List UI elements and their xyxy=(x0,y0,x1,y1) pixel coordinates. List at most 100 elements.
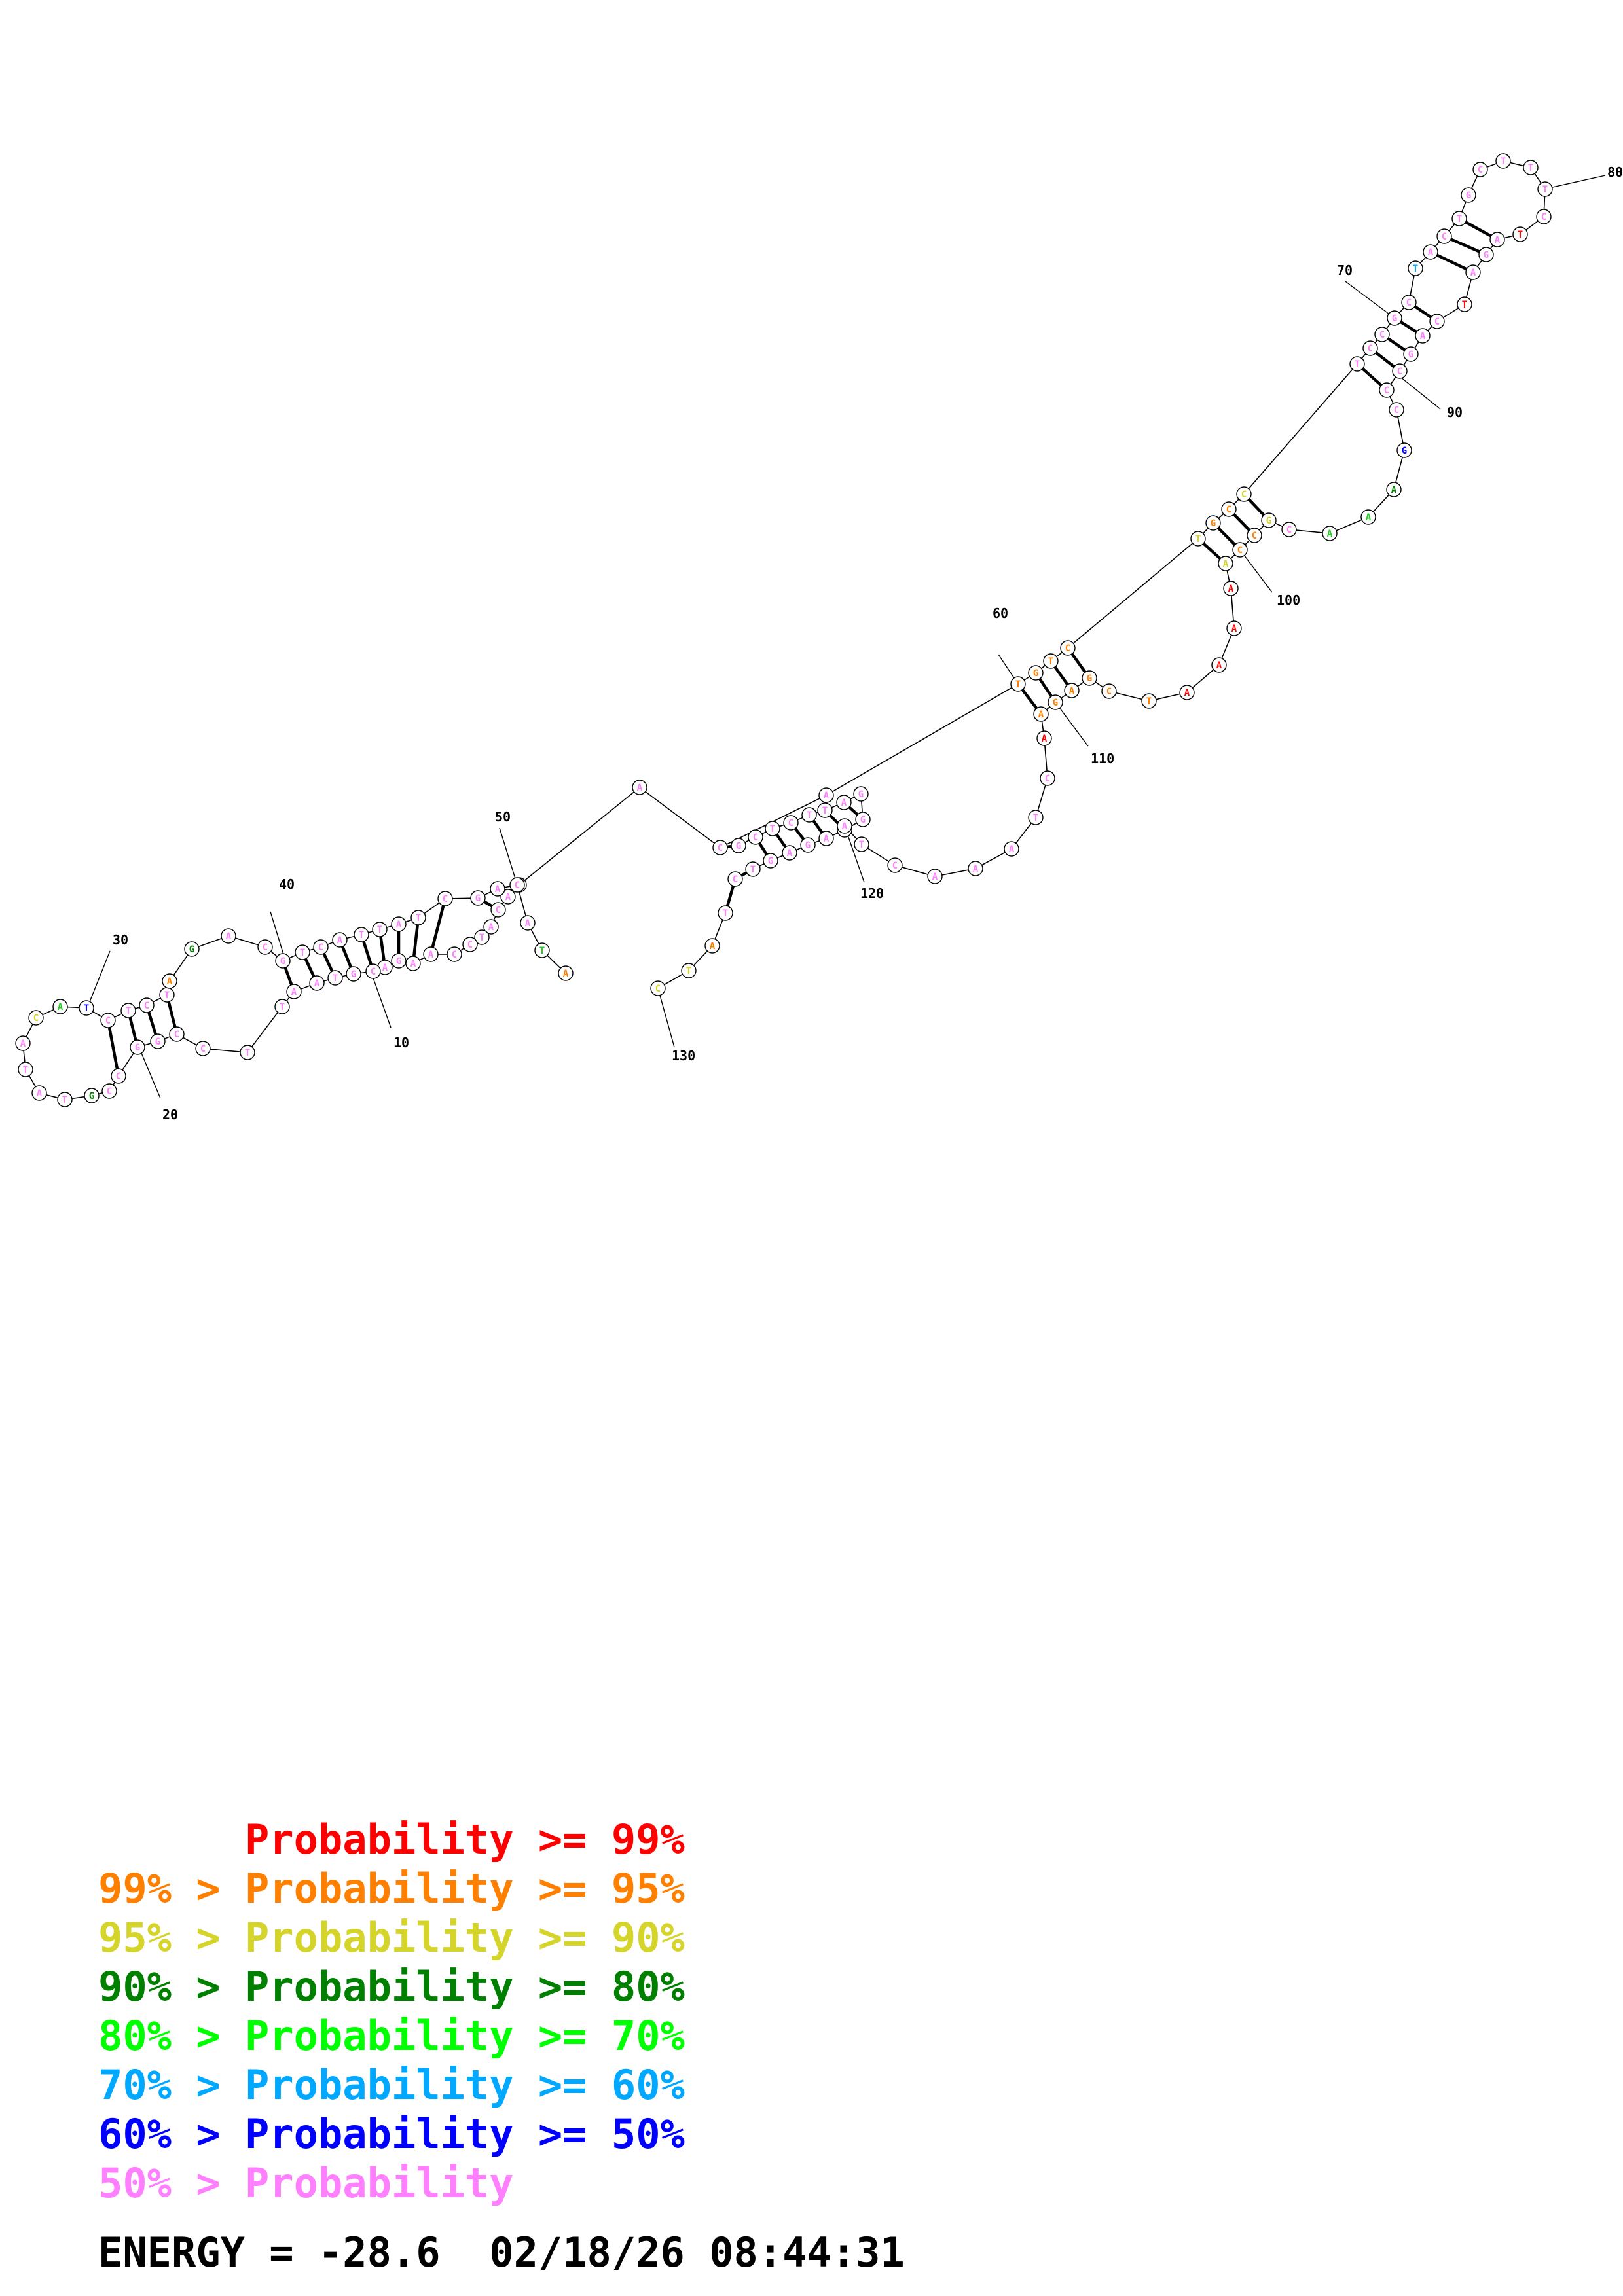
nucleotide-letter: C xyxy=(443,894,448,905)
nucleotide-circle xyxy=(801,807,817,823)
nucleotide-letter: C xyxy=(263,942,268,953)
nucleotide-letter: C xyxy=(655,984,661,994)
nucleotide-letter: A xyxy=(1231,624,1237,634)
nucleotide-letter: C xyxy=(1442,232,1447,242)
nucleotide-letter: C xyxy=(1541,212,1546,223)
nucleotide-letter: A xyxy=(505,892,511,903)
nucleotide-circle xyxy=(818,787,834,803)
backbone-strand xyxy=(517,884,566,974)
nucleotide-circle xyxy=(1536,209,1552,224)
nucleotide-circle xyxy=(818,831,834,846)
nucleotide-circle xyxy=(28,1010,44,1026)
nucleotide-letter: A xyxy=(932,872,938,882)
nucleotide-circle xyxy=(1223,581,1239,596)
nucleotide-letter: G xyxy=(860,815,866,825)
nucleotide-letter: C xyxy=(515,880,520,891)
nucleotide-circle xyxy=(1060,640,1076,656)
nucleotide-circle xyxy=(57,1092,73,1107)
nucleotide-letter: A xyxy=(1216,660,1222,671)
nucleotide-letter: C xyxy=(1478,165,1483,175)
base-pair-bond xyxy=(1430,250,1474,274)
position-tick xyxy=(657,988,675,1048)
position-tick xyxy=(87,950,111,1007)
nucleotide-letter: A xyxy=(1420,331,1426,342)
legend-row: 60% > Probability >= 50% xyxy=(98,2114,685,2155)
nucleotide-letter: T xyxy=(1355,359,1360,370)
nucleotide-circle xyxy=(1396,442,1412,458)
nucleotide-letter: C xyxy=(1286,525,1292,535)
nucleotide-letter: T xyxy=(377,925,382,935)
nucleotide-circle xyxy=(1247,528,1262,543)
nucleotide-letter: A xyxy=(495,884,501,895)
nucleotide-circle xyxy=(650,980,666,996)
nucleotide-letter: G xyxy=(1053,698,1058,708)
nucleotide-letter: C xyxy=(200,1044,206,1054)
nucleotide-circle xyxy=(309,975,325,991)
nucleotide-circle xyxy=(31,1085,47,1101)
nucleotide-circle xyxy=(1495,153,1511,169)
legend-range: 90% > xyxy=(98,1963,245,2011)
nucleotide-letter: T xyxy=(280,1002,285,1013)
nucleotide-circle xyxy=(240,1045,255,1060)
position-tick xyxy=(1345,281,1390,315)
nucleotide-letter: A xyxy=(1069,686,1075,696)
nucleotide-letter: A xyxy=(1009,844,1015,855)
nucleotide-circle xyxy=(437,891,453,906)
legend-row: 70% > Probability >= 60% xyxy=(98,2065,685,2106)
nucleotide-circle xyxy=(84,1088,100,1103)
rna-secondary-structure-diagram: CTATCTGAGAAGGATTCTCGCACACATCCAAGACGTAATT… xyxy=(15,153,1623,1122)
position-labels: 10 20 30 40 50 60 70 80 90 100 110 120 130 xyxy=(113,164,1623,1122)
position-tick xyxy=(139,1048,161,1099)
legend-range: 70% > xyxy=(98,2061,245,2109)
legend-label: Probability >= 90% xyxy=(244,1914,685,1962)
nucleotide-circle xyxy=(162,973,177,989)
energy-value: -28.6 xyxy=(318,2229,441,2276)
nucleotide-letter: T xyxy=(1457,214,1462,224)
nucleotide-circle xyxy=(18,1062,33,1077)
nucleotide-letter: A xyxy=(710,941,716,952)
nucleotide-circle xyxy=(490,902,506,918)
nucleotide-circle xyxy=(1205,515,1221,531)
nucleotide-circle xyxy=(745,861,761,877)
base-pair-bond xyxy=(106,1020,120,1077)
legend-label: Probability >= 70% xyxy=(244,2012,685,2060)
nucleotides: CTATCTGAGAAGGATTCTCGCACACATCCAAGACGTAATT… xyxy=(15,153,1553,1107)
nucleotide-circle xyxy=(855,812,871,827)
position-label: 60 xyxy=(993,605,1008,621)
legend-row: 50% > Probability xyxy=(98,2163,514,2204)
base-pair-bond xyxy=(411,917,420,964)
nucleotide-letter: G xyxy=(351,969,356,980)
nucleotide-circle xyxy=(704,938,720,954)
nucleotide-letter: G xyxy=(1392,314,1397,324)
timestamp: 02/18/26 08:44:31 xyxy=(489,2229,905,2276)
nucleotide-circle xyxy=(470,890,486,906)
nucleotide-letter: A xyxy=(291,987,297,997)
nucleotide-letter: C xyxy=(1226,505,1231,515)
nucleotide-letter: A xyxy=(1184,688,1190,698)
nucleotide-letter: T xyxy=(807,810,812,821)
legend-range: 95% > xyxy=(98,1914,245,1962)
nucleotide-letter: G xyxy=(1484,250,1489,260)
nucleotide-circle xyxy=(837,818,852,834)
nucleotide-letter: C xyxy=(733,874,738,885)
nucleotide-letter: A xyxy=(1470,268,1476,278)
nucleotide-letter: G xyxy=(736,841,741,852)
nucleotide-letter: T xyxy=(1462,300,1467,310)
nucleotide-letter: A xyxy=(1042,734,1048,744)
nucleotide-circle xyxy=(1408,260,1423,276)
nucleotide-letter: C xyxy=(892,861,898,871)
nucleotide-circle xyxy=(1387,310,1402,326)
nucleotide-circle xyxy=(1036,730,1052,746)
nucleotide-letter: T xyxy=(126,1006,131,1016)
nucleotide-letter: C xyxy=(318,942,323,953)
nucleotide-circle xyxy=(286,984,302,999)
nucleotide-circle xyxy=(1374,327,1390,342)
nucleotide-circle xyxy=(79,1000,94,1016)
nucleotide-letter: C xyxy=(33,1013,39,1024)
nucleotide-circle xyxy=(483,919,499,935)
nucleotide-circle xyxy=(1389,402,1404,418)
nucleotide-circle xyxy=(15,1035,31,1051)
nucleotide-circle xyxy=(139,997,155,1013)
position-tick xyxy=(499,827,518,886)
nucleotide-circle xyxy=(1436,228,1452,244)
